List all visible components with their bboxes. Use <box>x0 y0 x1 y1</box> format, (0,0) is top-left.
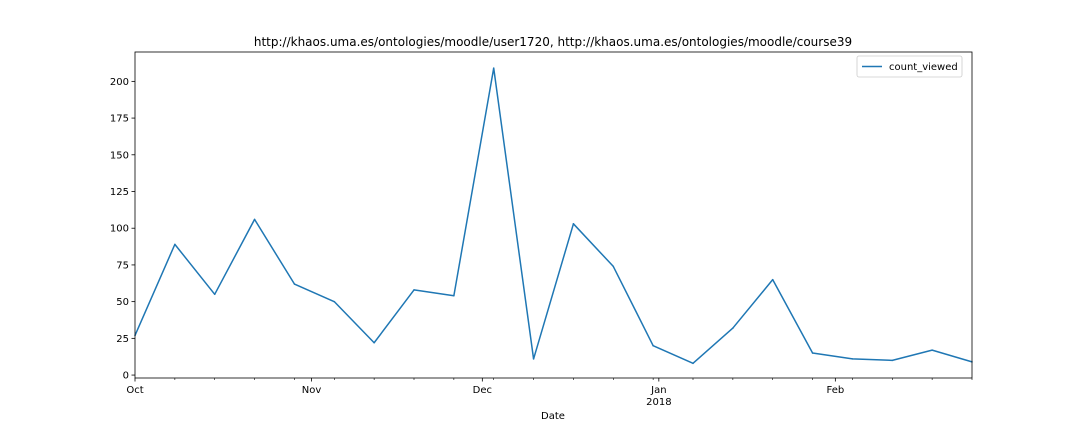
data-point <box>413 289 415 291</box>
data-point <box>652 344 654 347</box>
chart-title: http://khaos.uma.es/ontologies/moodle/us… <box>254 35 852 49</box>
data-point <box>931 349 933 351</box>
y-tick-label: 25 <box>116 334 129 345</box>
y-tick-label: 0 <box>123 371 129 382</box>
legend-label: count_viewed <box>889 62 958 73</box>
plot-frame <box>134 51 973 379</box>
data-point <box>532 358 535 360</box>
x-tick-sublabel: 2018 <box>646 397 671 408</box>
data-point <box>492 67 495 69</box>
data-point <box>692 362 694 365</box>
legend: count_viewed <box>856 55 963 78</box>
x-tick-label: Oct <box>126 385 143 396</box>
data-point <box>373 342 375 344</box>
y-tick-label: 150 <box>110 150 129 161</box>
data-point <box>174 243 176 246</box>
y-tick-label: 200 <box>110 77 129 88</box>
data-point <box>612 265 615 268</box>
y-tick-label: 125 <box>110 187 129 198</box>
data-point <box>453 295 455 297</box>
series-line-count_viewed <box>134 67 973 365</box>
y-tick-label: 50 <box>116 297 129 308</box>
plot-area <box>134 67 973 365</box>
data-point <box>293 283 296 285</box>
data-point <box>572 223 575 225</box>
y-axis: 0 25 50 75 100 125 150 175 200 <box>110 77 135 382</box>
data-point <box>213 293 216 296</box>
data-point <box>851 358 854 360</box>
data-point <box>891 359 894 362</box>
data-point <box>811 352 814 354</box>
x-axis-label: Date <box>541 411 565 422</box>
data-point <box>253 218 256 221</box>
y-tick-label: 175 <box>110 114 129 125</box>
x-tick-label: Jan <box>650 385 666 396</box>
x-tick-label: Feb <box>826 385 844 396</box>
data-point <box>771 278 774 281</box>
legend-box <box>856 55 963 78</box>
x-tick-label: Dec <box>473 385 492 396</box>
y-tick-label: 100 <box>110 224 129 235</box>
x-tick-label: Nov <box>302 385 322 396</box>
data-point <box>333 300 336 303</box>
y-tick-label: 75 <box>116 260 129 271</box>
data-point <box>732 327 734 329</box>
